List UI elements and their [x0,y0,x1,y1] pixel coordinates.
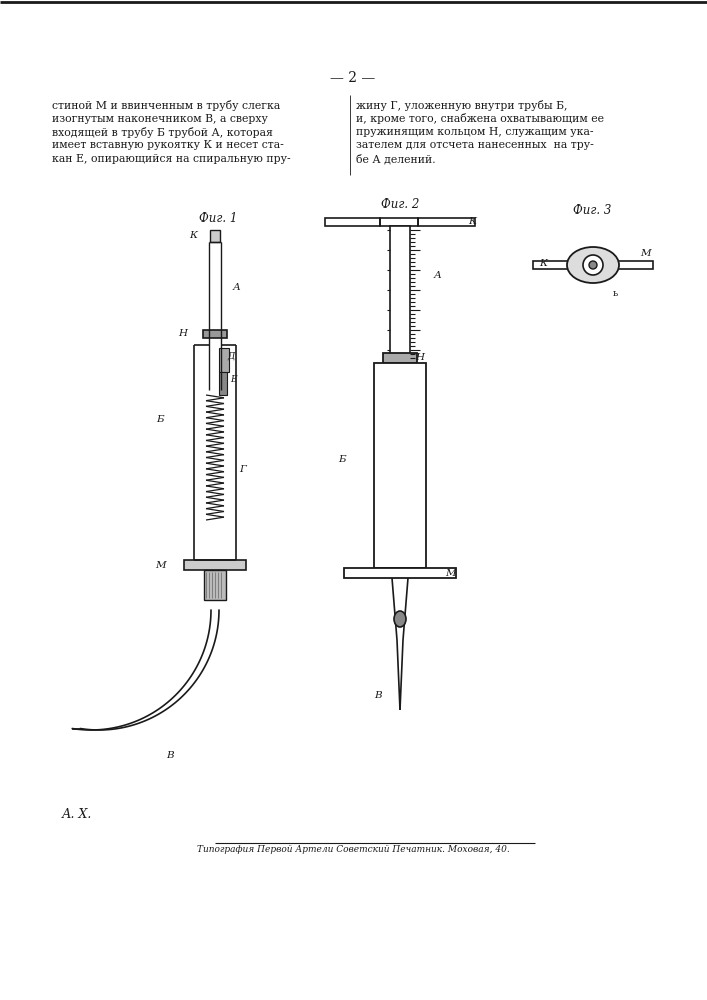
Text: Фиг. 1: Фиг. 1 [199,212,237,225]
Circle shape [583,255,603,275]
Text: М: М [445,568,455,578]
Text: бе А делений.: бе А делений. [356,154,436,165]
Text: А: А [434,270,442,279]
Text: ь: ь [612,288,618,298]
Text: В: В [374,690,382,700]
Bar [204,570,226,600]
Text: Фиг. 3: Фиг. 3 [573,204,611,217]
Ellipse shape [567,247,619,283]
Text: К: К [468,218,476,227]
Bar [533,261,653,269]
Text: изогнутым наконечником В, а сверху: изогнутым наконечником В, а сверху [52,113,268,123]
Text: зателем для отсчета нанесенных  на тру-: зателем для отсчета нанесенных на тру- [356,140,594,150]
Text: входящей в трубу Б трубой А, которая: входящей в трубу Б трубой А, которая [52,127,273,138]
Bar [374,363,426,568]
Text: М: М [155,560,165,570]
Text: Типография Первой Артели Советский Печатник. Моховая, 40.: Типография Первой Артели Советский Печат… [197,846,509,854]
Text: Н: Н [416,354,424,362]
Text: жину Г, уложенную внутри трубы Б,: жину Г, уложенную внутри трубы Б, [356,100,568,111]
Text: Г: Г [240,466,247,475]
Text: — 2 —: — 2 — [330,71,375,85]
Text: А. Х.: А. Х. [62,808,93,822]
Bar [210,230,220,242]
Bar [380,218,418,226]
Text: К: К [539,258,547,267]
Text: В: В [166,750,174,760]
Text: Фиг. 2: Фиг. 2 [381,198,419,212]
Bar [219,348,229,372]
Bar [184,560,246,570]
Bar [219,372,227,395]
Text: Е: Е [230,375,236,384]
Text: К: К [189,232,197,240]
Text: М: М [640,248,650,257]
Bar [390,226,410,360]
Text: имеет вставную рукоятку К и несет ста-: имеет вставную рукоятку К и несет ста- [52,140,284,150]
Text: А: А [233,284,241,292]
Text: кан Е, опирающийся на спиральную пру-: кан Е, опирающийся на спиральную пру- [52,154,291,164]
Text: и, кроме того, снабжена охватывающим ее: и, кроме того, снабжена охватывающим ее [356,113,604,124]
Text: Б: Б [338,456,346,464]
Text: стиной М и ввинченным в трубу слегка: стиной М и ввинченным в трубу слегка [52,100,280,111]
Bar [325,218,380,226]
Ellipse shape [394,611,406,627]
Bar [418,218,475,226]
Bar [344,568,456,578]
Circle shape [589,261,597,269]
Bar [383,353,417,363]
Bar [203,330,227,338]
Text: Н: Н [178,330,187,338]
Text: пружинящим кольцом Н, служащим ука-: пружинящим кольцом Н, служащим ука- [356,127,593,137]
Text: Б: Б [156,416,164,424]
Text: Д: Д [228,352,235,360]
